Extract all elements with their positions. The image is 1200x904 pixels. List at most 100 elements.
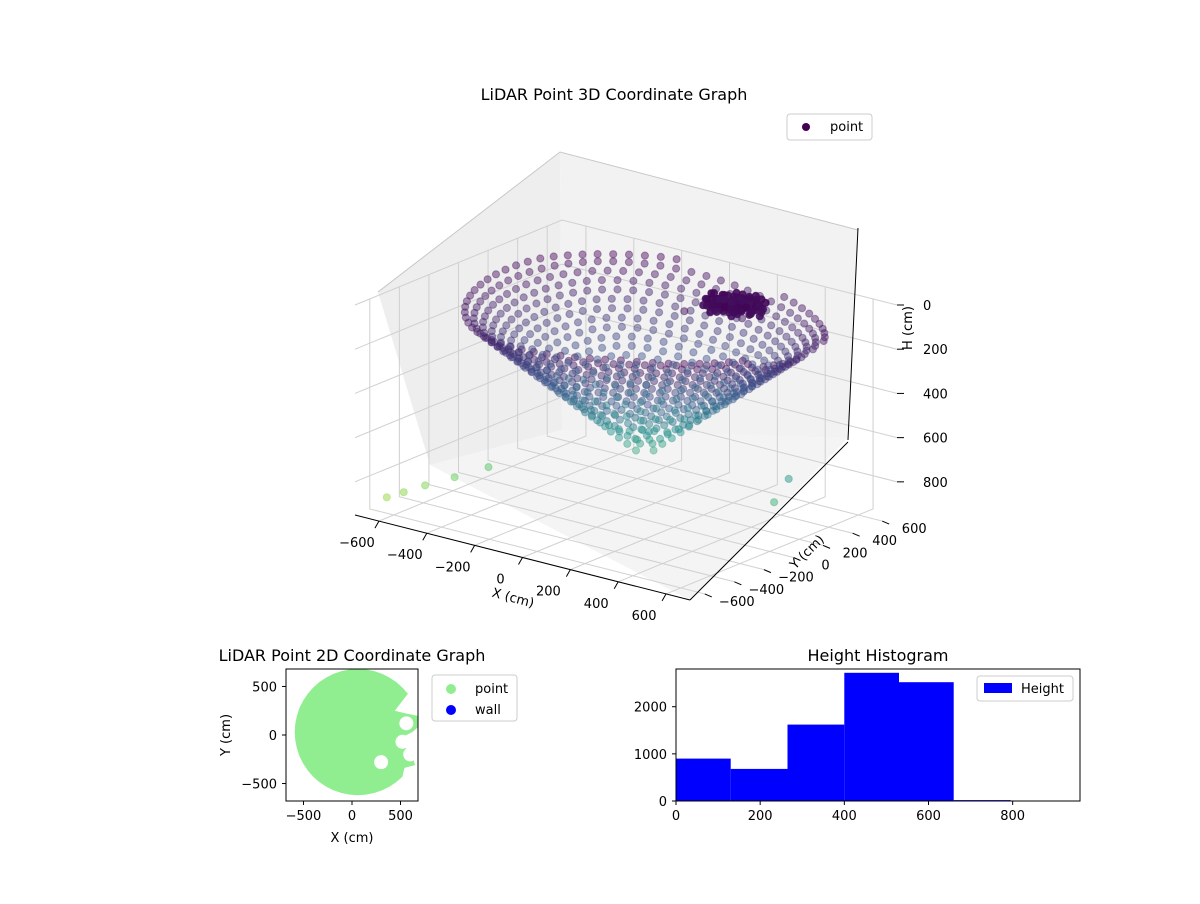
x-tick-mark-3d	[565, 569, 571, 577]
grid-line-h	[354, 219, 898, 306]
cloud-point	[496, 309, 505, 318]
cloud-point	[800, 350, 809, 359]
cloud-point	[564, 356, 573, 365]
cloud-point	[775, 327, 784, 336]
cloud-point	[557, 384, 566, 393]
cloud-point	[569, 390, 578, 399]
cloud-point	[811, 341, 820, 350]
cloud-point	[598, 285, 607, 294]
cloud-point	[489, 321, 498, 330]
cloud-point	[702, 361, 711, 370]
cloud-point	[626, 380, 635, 389]
cloud-point	[520, 336, 529, 345]
cloud-point	[658, 386, 667, 395]
cloud-point	[669, 360, 678, 369]
cloud-point	[587, 375, 596, 384]
cloud-point	[686, 416, 695, 425]
cloud-point	[668, 417, 677, 426]
cloud-point	[560, 364, 569, 373]
cloud-point	[461, 302, 470, 311]
cloud-point	[725, 333, 735, 342]
cloud-point	[713, 368, 722, 378]
y-tick-label-3d: −400	[748, 583, 784, 598]
y-tick-mark-3d	[882, 520, 890, 525]
cloud-point	[487, 286, 496, 295]
cloud-point	[483, 333, 492, 342]
cloud-point	[578, 396, 587, 405]
cloud-point	[655, 299, 664, 308]
y-ticks-3d: −600−400−200 0 200 400 600	[704, 520, 927, 610]
cloud-point	[555, 376, 564, 385]
cloud-point	[694, 411, 703, 420]
cloud-point	[710, 376, 719, 385]
cloud-point	[772, 312, 781, 321]
cloud-point	[554, 281, 563, 290]
cloud-point	[683, 403, 693, 412]
chart-3d-title: LiDAR Point 3D Coordinate Graph	[481, 85, 748, 104]
cloud-point	[694, 415, 703, 424]
cloud-point	[609, 250, 618, 259]
cloud-point	[536, 374, 545, 383]
cloud-point	[421, 481, 430, 490]
cloud-point	[571, 367, 581, 376]
y-tick-label-3d: 400	[872, 534, 897, 549]
cloud-point	[502, 321, 511, 330]
cloud-point	[731, 374, 740, 383]
cloud-point	[487, 336, 496, 345]
cloud-point	[700, 411, 710, 420]
cloud-point	[476, 297, 485, 306]
z-axis-line	[847, 227, 859, 441]
gap-2d	[399, 716, 414, 731]
cloud-point	[739, 384, 748, 393]
cloud-point	[629, 392, 639, 402]
cloud-point	[676, 392, 686, 401]
cloud-point	[632, 369, 641, 379]
y-tick-mark-3d	[822, 544, 831, 549]
cloud-point	[462, 297, 471, 306]
y-tick-label-hist: 0	[659, 795, 667, 810]
cloud-point	[711, 372, 720, 381]
cloud-point	[737, 390, 746, 399]
cloud-point	[698, 369, 707, 378]
cloud-point	[538, 350, 547, 359]
y-tick-label-2d: 500	[252, 680, 277, 695]
cloud-point	[610, 409, 619, 419]
cloud-point	[662, 365, 671, 374]
cloud-point	[601, 422, 610, 431]
cloud-point	[596, 410, 605, 420]
cloud-point	[706, 306, 715, 315]
histogram-bars	[676, 672, 1011, 801]
cloud-point	[678, 375, 687, 384]
cloud-point	[557, 365, 566, 374]
cloud-point	[561, 392, 570, 401]
legend-3d-label: point	[830, 120, 863, 135]
cloud-point	[789, 298, 798, 307]
cloud-point	[636, 407, 645, 416]
grid-line-h	[354, 396, 898, 483]
cloud-point	[801, 338, 810, 347]
cloud-point	[550, 261, 559, 270]
cloud-point	[805, 324, 814, 333]
cloud-point	[580, 396, 590, 405]
x-tick-label-2d: 500	[388, 809, 413, 824]
cloud-point	[581, 379, 590, 388]
cloud-point	[770, 364, 780, 373]
y-tick-label-3d: 0	[821, 559, 829, 574]
cloud-point	[722, 364, 731, 373]
cloud-point	[533, 338, 542, 347]
cloud-point	[567, 377, 577, 387]
cloud-point	[585, 354, 595, 363]
cloud-point	[691, 298, 700, 307]
cloud-point	[479, 332, 488, 341]
cloud-point	[710, 359, 719, 368]
cloud-point	[521, 318, 531, 327]
cloud-point	[714, 361, 723, 370]
legend-3d: point	[786, 113, 873, 141]
grid-line-h	[354, 263, 898, 350]
cloud-point	[689, 348, 698, 357]
cloud-point	[480, 312, 489, 321]
cloud-point	[747, 375, 756, 384]
grid-line-y	[546, 226, 883, 522]
cloud-point	[579, 358, 588, 367]
grid-line-x	[522, 262, 730, 558]
